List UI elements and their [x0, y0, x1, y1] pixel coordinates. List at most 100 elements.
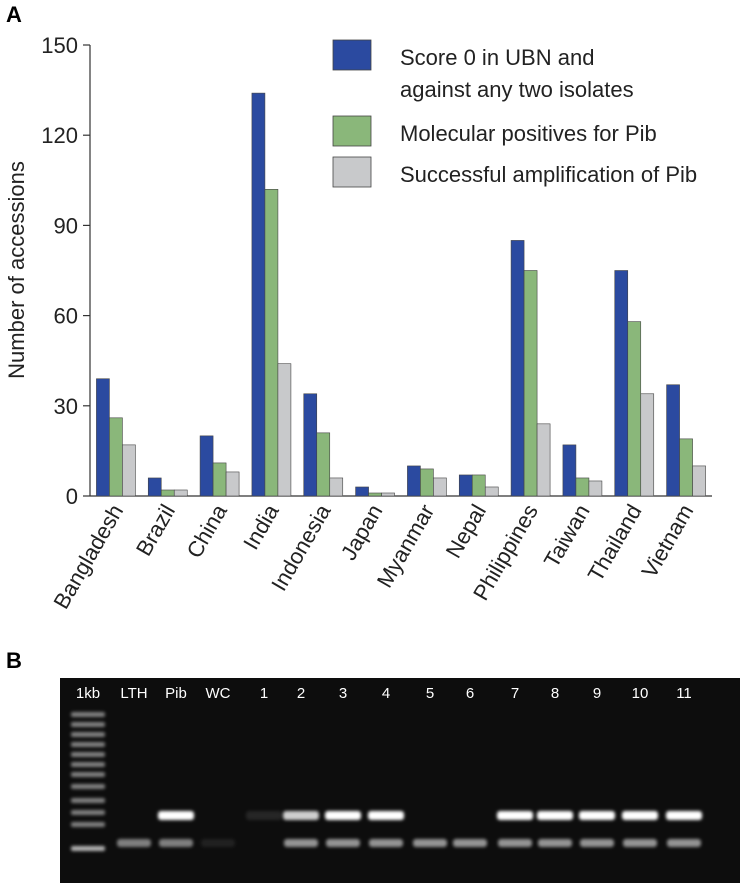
bar [381, 492, 395, 497]
bar [692, 465, 706, 497]
bar [212, 462, 227, 497]
bar [433, 477, 447, 497]
y-axis-title: Number of accessions [4, 161, 29, 379]
bar [122, 444, 136, 497]
panel-label: A [6, 2, 22, 27]
lane-label: 11 [676, 685, 692, 702]
ladder-band [71, 712, 105, 717]
x-tick-label: Brazil [131, 500, 180, 560]
gel-band [325, 811, 361, 820]
x-tick-label: Bangladesh [48, 500, 128, 613]
bar [575, 477, 590, 497]
legend-label: Successful amplification of Pib [400, 162, 698, 187]
bar [355, 486, 369, 497]
x-tick-label: Nepal [441, 500, 491, 562]
y-tick-label: 60 [54, 304, 78, 329]
gel-band [413, 839, 447, 847]
legend-swatch [332, 39, 372, 71]
legend-swatch [332, 115, 372, 147]
gel-band [246, 811, 282, 820]
gel-band [538, 839, 572, 847]
bar [510, 240, 525, 497]
gel-band [158, 811, 194, 820]
ladder-band [71, 798, 105, 803]
bar [303, 393, 318, 497]
y-tick-label: 120 [41, 123, 78, 148]
bar [588, 480, 603, 497]
gel-band [498, 839, 532, 847]
bar [627, 321, 642, 497]
gel-band [283, 811, 319, 820]
gel-image [60, 678, 740, 883]
bar [147, 477, 162, 497]
bar [484, 486, 499, 497]
gel-band [369, 839, 403, 847]
gel-band [201, 839, 235, 847]
ladder-band [71, 784, 105, 789]
ladder-band [71, 822, 105, 827]
bar [264, 189, 279, 497]
ladder-band [71, 722, 105, 727]
bar [471, 474, 486, 497]
gel-band [623, 839, 657, 847]
y-tick-label: 0 [66, 484, 78, 509]
ladder-band [71, 732, 105, 737]
lane-label: 1kb [76, 685, 100, 702]
bar [316, 432, 331, 497]
lane-label: 6 [466, 685, 474, 702]
ladder-band [71, 762, 105, 767]
y-tick-label: 30 [54, 394, 78, 419]
x-tick-label: China [182, 499, 233, 562]
gel-band [537, 811, 573, 820]
bar [640, 393, 655, 497]
bar [251, 92, 266, 497]
gel-band [497, 811, 533, 820]
bar [536, 423, 551, 497]
lane-label: 7 [511, 685, 519, 702]
x-tick-label: Taiwan [539, 500, 595, 572]
lane-label: 10 [632, 685, 649, 702]
bar [407, 465, 421, 497]
bar [199, 435, 214, 497]
bar [173, 489, 188, 497]
bar [562, 444, 577, 497]
bar [614, 270, 629, 497]
bar [225, 471, 240, 497]
ladder-band [71, 752, 105, 757]
bar [523, 270, 538, 497]
gel-band [580, 839, 614, 847]
lane-label: WC [206, 685, 231, 702]
bar [666, 384, 680, 497]
bar [160, 489, 175, 497]
ladder-band [71, 846, 105, 851]
gel-band [159, 839, 193, 847]
y-tick-label: 150 [41, 33, 78, 58]
bar [96, 378, 110, 497]
lane-label: 5 [426, 685, 434, 702]
gel-band [284, 839, 318, 847]
bar [458, 474, 473, 497]
ladder-band [71, 742, 105, 747]
gel-band [666, 811, 702, 820]
bar [679, 438, 693, 497]
lane-label: LTH [120, 685, 147, 702]
ladder-band [71, 810, 105, 815]
gel-band [368, 811, 404, 820]
gel-band [667, 839, 701, 847]
ladder-band [71, 772, 105, 777]
gel-band [326, 839, 360, 847]
y-tick-label: 90 [54, 213, 78, 238]
lane-label: 3 [339, 685, 347, 702]
bar [109, 417, 123, 497]
bar [329, 477, 344, 497]
x-tick-label: Japan [336, 500, 388, 564]
lane-label: 4 [382, 685, 390, 702]
bar [368, 492, 382, 497]
panel-label: B [6, 648, 22, 673]
gel-band [453, 839, 487, 847]
gel-band [622, 811, 658, 820]
gel-band [117, 839, 151, 847]
bar [420, 468, 434, 497]
